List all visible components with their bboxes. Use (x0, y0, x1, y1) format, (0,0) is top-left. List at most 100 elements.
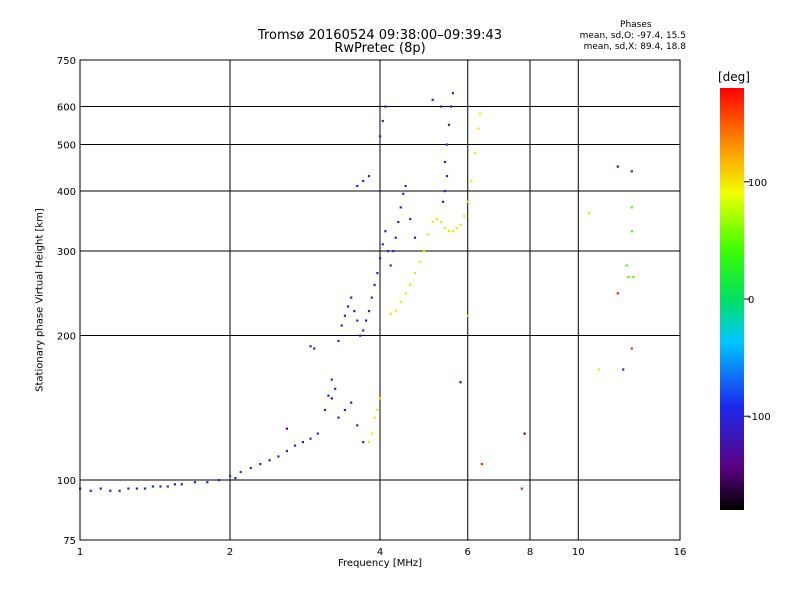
data-point (330, 378, 333, 381)
data-point (217, 479, 221, 482)
data-point (118, 489, 121, 492)
phases-o-mode: mean, sd,O: -97.4, 15.5 (579, 31, 686, 41)
data-point (459, 223, 462, 227)
data-point (470, 179, 473, 183)
y-tick-label: 100 (57, 476, 76, 487)
data-point (309, 437, 312, 440)
data-point (249, 466, 252, 470)
data-point (356, 184, 359, 188)
colorbar-tick-label: 0 (748, 295, 754, 306)
data-point (632, 275, 635, 279)
data-point (520, 487, 523, 490)
data-point (367, 441, 371, 444)
data-point (630, 347, 633, 350)
data-point (422, 250, 426, 253)
data-point (350, 296, 353, 299)
data-point (234, 477, 237, 480)
data-point (373, 416, 376, 419)
data-point (285, 449, 288, 453)
data-point (268, 459, 271, 462)
x-tick-label: 6 (465, 547, 471, 558)
phases-heading: Phases (620, 20, 652, 30)
data-point (427, 233, 430, 236)
data-point (316, 432, 319, 435)
data-point (392, 250, 395, 253)
x-tick-label: 16 (674, 547, 687, 558)
data-point (362, 441, 365, 444)
x-tick-label: 8 (527, 547, 533, 558)
data-point (353, 310, 356, 313)
data-point (439, 220, 443, 224)
data-point (473, 152, 476, 155)
data-point (127, 487, 130, 490)
data-point (466, 314, 469, 317)
data-point (463, 214, 466, 218)
data-point (443, 160, 447, 164)
x-tick-label: 4 (377, 547, 383, 558)
data-point (439, 105, 443, 108)
data-point (523, 432, 526, 435)
colorbar (720, 88, 744, 510)
data-point (343, 408, 346, 412)
data-point (370, 432, 373, 435)
data-point (301, 441, 304, 444)
data-point (413, 272, 417, 275)
data-point (309, 345, 312, 348)
data-point (443, 227, 447, 230)
data-point (459, 381, 462, 384)
data-point (293, 444, 297, 447)
data-point (445, 143, 449, 146)
data-point (431, 220, 434, 224)
data-point (389, 264, 392, 267)
data-point (394, 310, 397, 313)
plot-frame (79, 59, 681, 541)
data-point (89, 489, 92, 492)
data-point (334, 387, 337, 390)
data-point (443, 190, 447, 193)
chart-subtitle: RwPretec (8p) (334, 41, 426, 56)
data-point (394, 236, 397, 239)
data-point (166, 485, 169, 488)
data-point (402, 192, 405, 195)
x-tick-label: 1 (77, 547, 83, 558)
data-point (381, 243, 384, 246)
y-tick-label: 500 (57, 141, 76, 152)
y-tick-label: 400 (57, 187, 76, 198)
data-point (447, 230, 451, 233)
data-point (173, 483, 176, 486)
data-point (343, 314, 346, 317)
data-point (367, 175, 371, 178)
y-tick-label: 75 (63, 536, 76, 547)
data-point (451, 230, 454, 233)
data-point (479, 112, 482, 115)
data-point (466, 200, 469, 203)
data-point (379, 135, 382, 138)
data-point (337, 339, 340, 342)
data-point (370, 296, 373, 299)
data-point (159, 485, 162, 488)
data-point (384, 105, 387, 108)
data-point (449, 105, 453, 108)
data-point (630, 170, 633, 173)
data-point (151, 485, 154, 488)
data-point (143, 487, 147, 490)
data-point (323, 408, 326, 412)
data-point (313, 347, 316, 350)
y-axis-ticks: 75 100 200 300 400 500 600 750 (57, 56, 76, 547)
chart-title: Tromsø 20160524 09:38:00–09:39:43 (257, 28, 503, 43)
data-point (193, 481, 196, 484)
phases-x-mode: mean, sd,X: 89.4, 18.8 (583, 42, 686, 52)
data-point (389, 312, 392, 315)
data-point (397, 220, 400, 224)
data-point (330, 397, 333, 400)
data-point (337, 416, 340, 419)
data-point (630, 206, 633, 209)
colorbar-ticks: 100 0 -100 (744, 178, 771, 423)
grid (79, 59, 681, 541)
data-point (229, 474, 232, 478)
data-point (418, 260, 421, 263)
x-axis-ticks: 1 2 4 6 8 10 16 (77, 547, 687, 558)
data-point (347, 305, 350, 308)
colorbar-tick-label: 100 (748, 178, 767, 189)
